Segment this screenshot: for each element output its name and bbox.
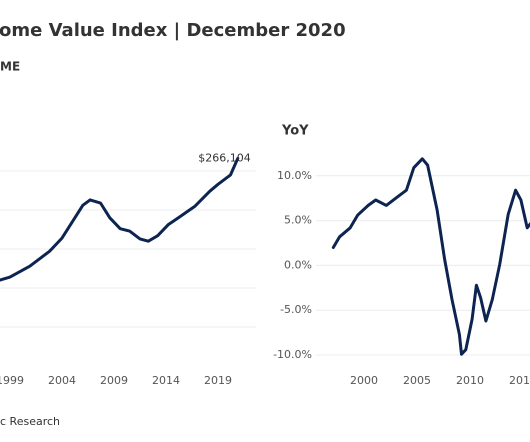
x-tick-label: 2019 [204, 374, 232, 387]
x-tick-label: 2004 [48, 374, 76, 387]
subtitle: ME [0, 60, 20, 74]
series-line [0, 156, 240, 282]
source: c Research [0, 415, 60, 428]
x-tick-label: 2009 [100, 374, 128, 387]
value-label: $266,104 [198, 151, 251, 164]
y-tick-label: 10.0% [277, 169, 312, 182]
y-tick-label: 5.0% [284, 214, 312, 227]
y-tick-label: 0.0% [284, 258, 312, 271]
x-tick-label: 2014 [152, 374, 180, 387]
x-tick-label: 2015 [509, 374, 530, 387]
x-tick-label: 2005 [403, 374, 431, 387]
y-tick-label: -10.0% [273, 348, 312, 361]
y-tick-label: -5.0% [280, 303, 312, 316]
x-tick-label: 2000 [350, 374, 378, 387]
x-tick-label: 2010 [456, 374, 484, 387]
y-axis-label: YoY [281, 124, 309, 139]
series-line [331, 157, 530, 356]
x-tick-label: 1999 [0, 374, 24, 387]
title: ome Value Index | December 2020 [0, 20, 346, 41]
